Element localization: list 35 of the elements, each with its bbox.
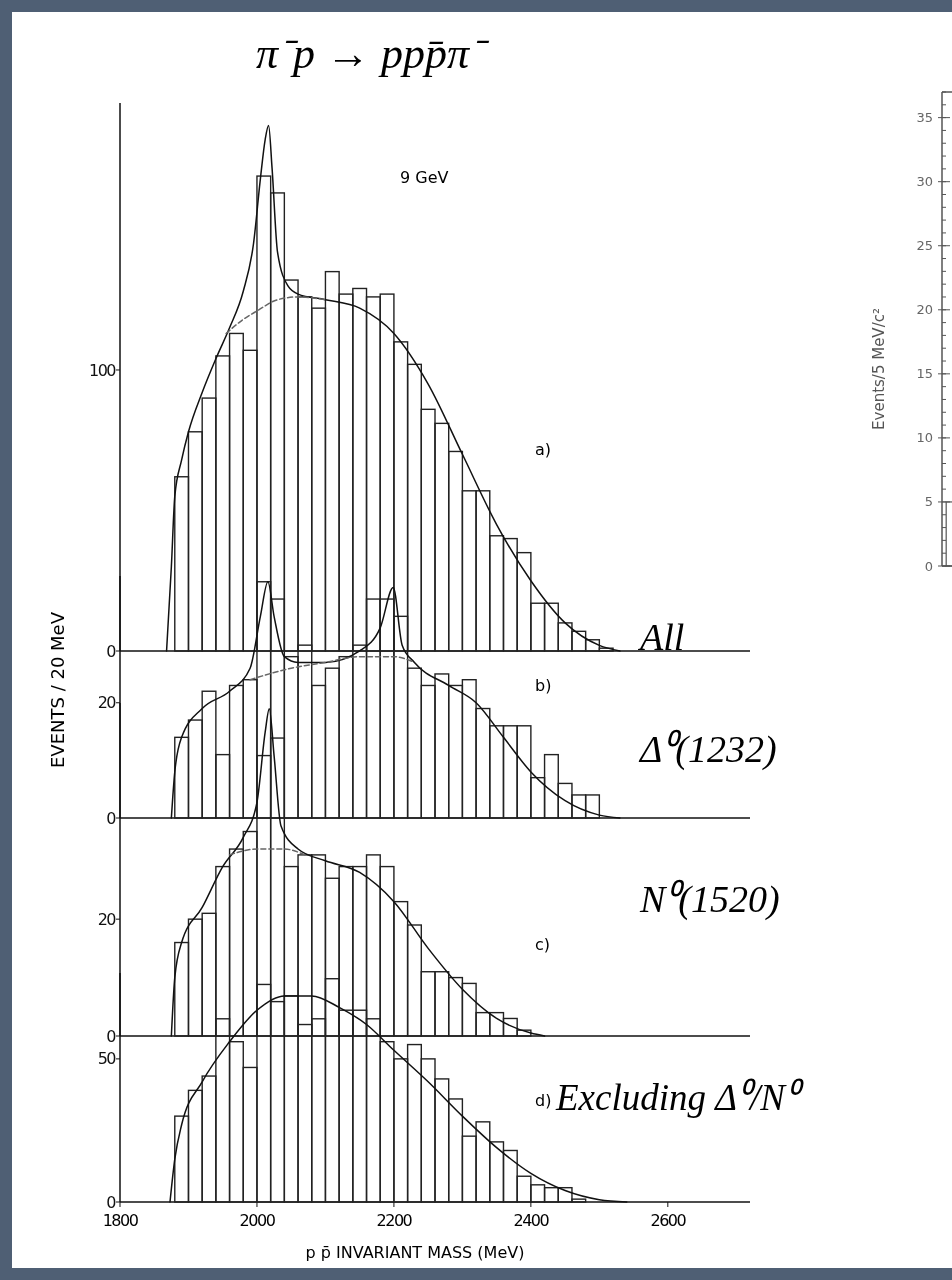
y-tick-label: 25 bbox=[916, 238, 933, 254]
annotation: Δ⁰(1232) bbox=[638, 728, 777, 771]
annotation: c) bbox=[535, 935, 551, 954]
annotation: N⁰(1520) bbox=[639, 878, 780, 921]
y-tick-label: 50 bbox=[97, 1049, 117, 1069]
annotation: All bbox=[637, 616, 685, 658]
annotation: d) bbox=[535, 1091, 552, 1110]
y-tick-label: 0 bbox=[106, 808, 117, 828]
annotation: 9 GeV bbox=[400, 168, 449, 187]
y-tick-label: 0 bbox=[924, 558, 933, 574]
x-tick-label: 1800 bbox=[102, 1211, 139, 1230]
y-tick-label: 20 bbox=[97, 909, 117, 929]
x-tick-label: 2400 bbox=[513, 1211, 550, 1230]
x-tick-label: 2000 bbox=[239, 1211, 276, 1230]
line-series bbox=[225, 296, 327, 335]
y-tick-label: 20 bbox=[97, 693, 117, 713]
y-tick-label: 35 bbox=[916, 110, 933, 126]
annotation: b) bbox=[535, 676, 552, 695]
y-tick-label: 15 bbox=[916, 366, 933, 382]
chart-title: π⁻p → ppp̄π⁻ bbox=[255, 29, 491, 78]
y-tick-label: 10 bbox=[916, 430, 933, 446]
x-axis-title: p p̄ INVARIANT MASS (MeV) bbox=[305, 1243, 525, 1262]
y-tick-label: 30 bbox=[916, 174, 933, 190]
annotation: Excluding Δ⁰/N⁰ bbox=[555, 1077, 805, 1118]
y-tick-label: 0 bbox=[106, 641, 117, 661]
y-axis-title: Events/5 MeV/c² bbox=[870, 308, 888, 430]
y-tick-label: 100 bbox=[88, 360, 117, 380]
y-tick-label: 0 bbox=[106, 1026, 117, 1046]
y-tick-label: 20 bbox=[916, 302, 933, 318]
x-tick-label: 2600 bbox=[650, 1211, 687, 1230]
y-tick-label: 5 bbox=[924, 494, 933, 510]
annotation: a) bbox=[535, 440, 552, 459]
x-tick-label: 2200 bbox=[376, 1211, 413, 1230]
y-axis-title: EVENTS / 20 MeV bbox=[47, 611, 68, 768]
y-tick-label: 0 bbox=[106, 1192, 117, 1212]
